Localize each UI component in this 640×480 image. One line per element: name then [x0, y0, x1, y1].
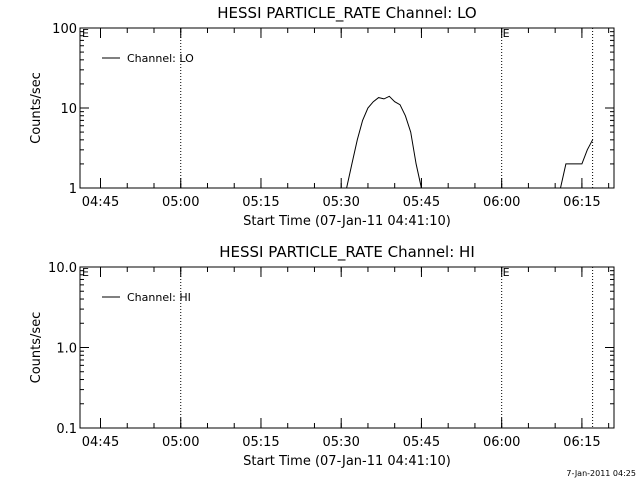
y-tick-label: 0.1: [56, 422, 77, 437]
x-axis-label: Start Time (07-Jan-11 04:41:10): [243, 454, 451, 469]
event-marker-label: E: [503, 27, 510, 40]
x-tick-label: 05:15: [242, 435, 279, 450]
x-tick-label: 05:45: [403, 435, 440, 450]
chart-title: HESSI PARTICLE_RATE Channel: LO: [217, 4, 476, 23]
chart-panel-2: HESSI PARTICLE_RATE Channel: HI 0.1 1.0 10.…: [29, 243, 615, 469]
corner-marker-label: E: [82, 27, 89, 40]
y-tick-label: 100: [52, 22, 77, 37]
data-series-line: [346, 95, 422, 189]
corner-marker-label: E: [82, 266, 89, 279]
y-tick-label: 10: [60, 102, 77, 117]
chart-title: HESSI PARTICLE_RATE Channel: HI: [219, 243, 475, 262]
legend-label: Channel: HI: [127, 291, 191, 304]
x-tick-label: 05:30: [322, 435, 359, 450]
y-tick-label: 1: [69, 182, 77, 197]
y-tick-label: 10.0: [48, 261, 77, 276]
timestamp-footer: 7-Jan-2011 04:25: [566, 469, 636, 478]
y-axis-label: Counts/sec: [29, 72, 44, 144]
y-axis-label: Counts/sec: [29, 312, 44, 384]
x-tick-label: 05:45: [403, 195, 440, 210]
x-tick-label: 04:45: [82, 195, 119, 210]
x-tick-label: 04:45: [82, 435, 119, 450]
x-tick-label: 05:30: [322, 195, 359, 210]
x-tick-label: 05:00: [162, 195, 199, 210]
x-tick-label: 06:15: [563, 195, 600, 210]
x-tick-label: 05:15: [242, 195, 279, 210]
x-tick-label: 06:15: [563, 435, 600, 450]
x-tick-label: 06:00: [483, 195, 520, 210]
chart-panel-1: HESSI PARTICLE_RATE Channel: LO 1 10 100 Cou…: [29, 4, 615, 229]
legend-label: Channel: LO: [127, 52, 194, 65]
data-series-line: [560, 139, 594, 189]
x-tick-label: 05:00: [162, 435, 199, 450]
x-tick-label: 06:00: [483, 435, 520, 450]
x-axis-label: Start Time (07-Jan-11 04:41:10): [243, 214, 451, 229]
y-tick-label: 1.0: [56, 342, 77, 357]
event-marker-label: E: [503, 266, 510, 279]
